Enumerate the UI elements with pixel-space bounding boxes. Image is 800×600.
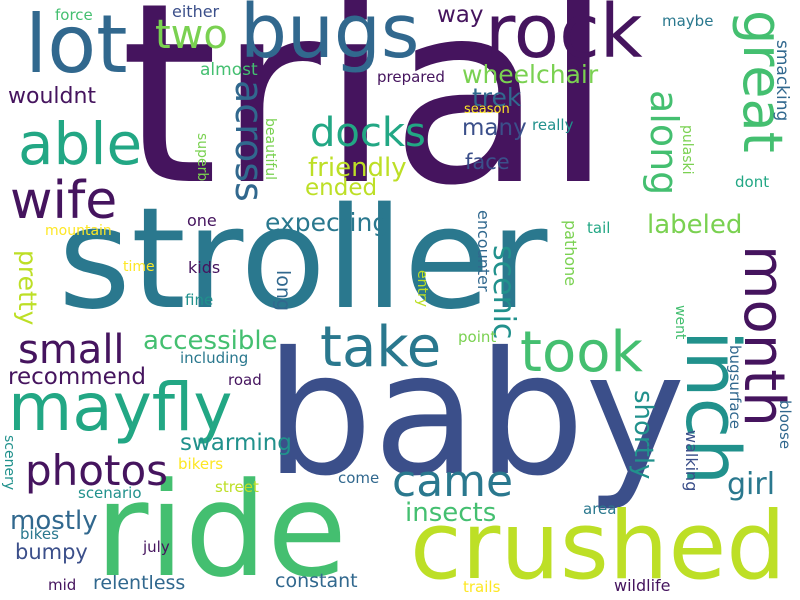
word-accessible: accessible [143, 326, 278, 356]
word-superb: superb [194, 133, 210, 182]
word-scenic: scenic [486, 245, 521, 340]
word-july: july [143, 538, 170, 556]
word-pathone: pathone [561, 220, 580, 287]
word-lot: lot [25, 0, 128, 91]
word-labeled: labeled [647, 210, 743, 240]
word-small: small [18, 327, 125, 373]
word-baby: baby [265, 316, 686, 514]
word-bugs: bugs [240, 0, 420, 75]
word-insects: insects [405, 498, 497, 528]
word-went: went [672, 305, 688, 340]
word-entry: entry [414, 270, 430, 308]
word-girl: girl [727, 467, 776, 502]
word-expecting: expecting [265, 208, 389, 237]
word-relentless: relentless [93, 572, 186, 594]
word-bikers: bikers [178, 455, 224, 473]
word-including: including [180, 349, 249, 367]
word-ride: ride [95, 454, 348, 600]
word-wheelchair: wheelchair [462, 60, 599, 89]
word-great: great [731, 10, 794, 153]
word-docks: docks [310, 110, 426, 156]
word-rock: rock [485, 0, 643, 75]
word-trial: trial [120, 0, 613, 240]
word-pretty: pretty [13, 250, 42, 326]
word-crushed: crushed [410, 492, 786, 600]
word-dont: dont [735, 173, 770, 191]
word-mid: mid [48, 576, 77, 594]
word-stroller: stroller [58, 178, 548, 341]
word-friendly: friendly [308, 153, 407, 183]
word-tail: tail [587, 219, 611, 237]
word-two: two [155, 12, 228, 58]
word-road: road [228, 371, 262, 389]
word-time: time [123, 259, 155, 275]
word-take: take [320, 315, 442, 380]
word-month: month [731, 245, 796, 427]
word-came: came [392, 456, 514, 507]
word-come: come [338, 469, 380, 487]
word-bugsurface: bugsurface [726, 345, 744, 429]
word-fine: fine [185, 291, 214, 309]
word-street: street [215, 478, 259, 496]
word-encounter: encounter [474, 210, 493, 292]
word-recommend: recommend [8, 364, 146, 390]
word-point: point [458, 328, 497, 346]
word-area: area [583, 500, 617, 518]
word-trails: trails [463, 578, 501, 596]
word-able: able [18, 110, 143, 178]
word-scenario: scenario [78, 484, 142, 502]
word-wife: wife [10, 171, 118, 231]
word-one: one [187, 211, 217, 230]
word-constant: constant [275, 570, 358, 592]
word-bikes: bikes [20, 525, 59, 543]
word-mostly: mostly [10, 506, 98, 536]
word-many: many [462, 115, 527, 141]
word-force: force [55, 6, 93, 24]
word-swarming: swarming [180, 430, 292, 456]
word-kids: kids [188, 258, 221, 277]
word-inch: inch [669, 330, 755, 486]
word-really: really [532, 116, 574, 134]
word-prepared: prepared [377, 68, 445, 86]
word-bloose: bloose [776, 400, 794, 450]
word-either: either [172, 2, 220, 21]
word-mountain: mountain [45, 223, 112, 239]
word-photos: photos [25, 446, 169, 495]
word-took: took [520, 320, 643, 385]
word-ended: ended [305, 175, 378, 201]
word-wouldnt: wouldnt [8, 84, 97, 109]
word-bumpy: bumpy [15, 540, 88, 564]
word-season: season [464, 102, 510, 117]
word-way: way [437, 2, 484, 28]
word-scenery: scenery [1, 435, 17, 491]
word-trek: trek [472, 83, 522, 112]
word-face: face [465, 150, 510, 174]
word-walking: walking [682, 430, 701, 492]
word-maybe: maybe [662, 12, 714, 30]
word-wildlife: wildlife [614, 576, 671, 595]
word-across: across [227, 80, 271, 202]
word-along: along [642, 90, 686, 196]
word-smacking: smacking [772, 40, 792, 122]
word-shortly: shortly [628, 390, 658, 480]
word-beautiful: beautiful [262, 118, 278, 181]
word-pulaski: pulaski [679, 125, 695, 175]
word-mayfly: mayfly [8, 369, 233, 446]
word-long: long [272, 270, 294, 312]
word-almost: almost [200, 60, 258, 80]
